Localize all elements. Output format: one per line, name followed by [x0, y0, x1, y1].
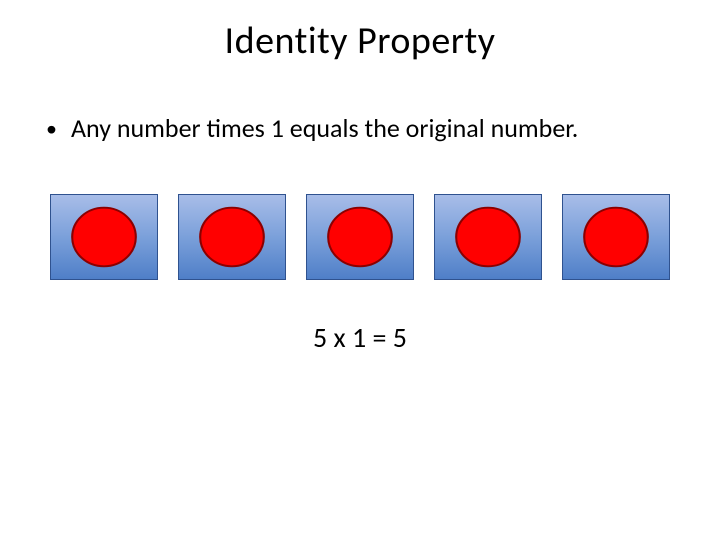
- tile-circle-icon: [584, 207, 648, 266]
- tile-svg: [51, 195, 157, 279]
- bullet-marker: •: [40, 112, 71, 145]
- tile-svg: [307, 195, 413, 279]
- tile-circle-icon: [72, 207, 136, 266]
- tile: [434, 194, 542, 280]
- equation-text: 5 x 1 = 5: [0, 280, 720, 355]
- bullet-list: • Any number times 1 equals the original…: [0, 64, 720, 146]
- bullet-text: Any number times 1 equals the original n…: [71, 112, 680, 146]
- tile-circle-icon: [328, 207, 392, 266]
- tile-circle-icon: [200, 207, 264, 266]
- tile-row: [0, 146, 720, 280]
- page-title: Identity Property: [0, 0, 720, 64]
- tile-svg: [563, 195, 669, 279]
- tile: [562, 194, 670, 280]
- tile-svg: [435, 195, 541, 279]
- bullet-item: • Any number times 1 equals the original…: [40, 112, 680, 146]
- tile: [178, 194, 286, 280]
- tile: [50, 194, 158, 280]
- tile-circle-icon: [456, 207, 520, 266]
- tile: [306, 194, 414, 280]
- tile-svg: [179, 195, 285, 279]
